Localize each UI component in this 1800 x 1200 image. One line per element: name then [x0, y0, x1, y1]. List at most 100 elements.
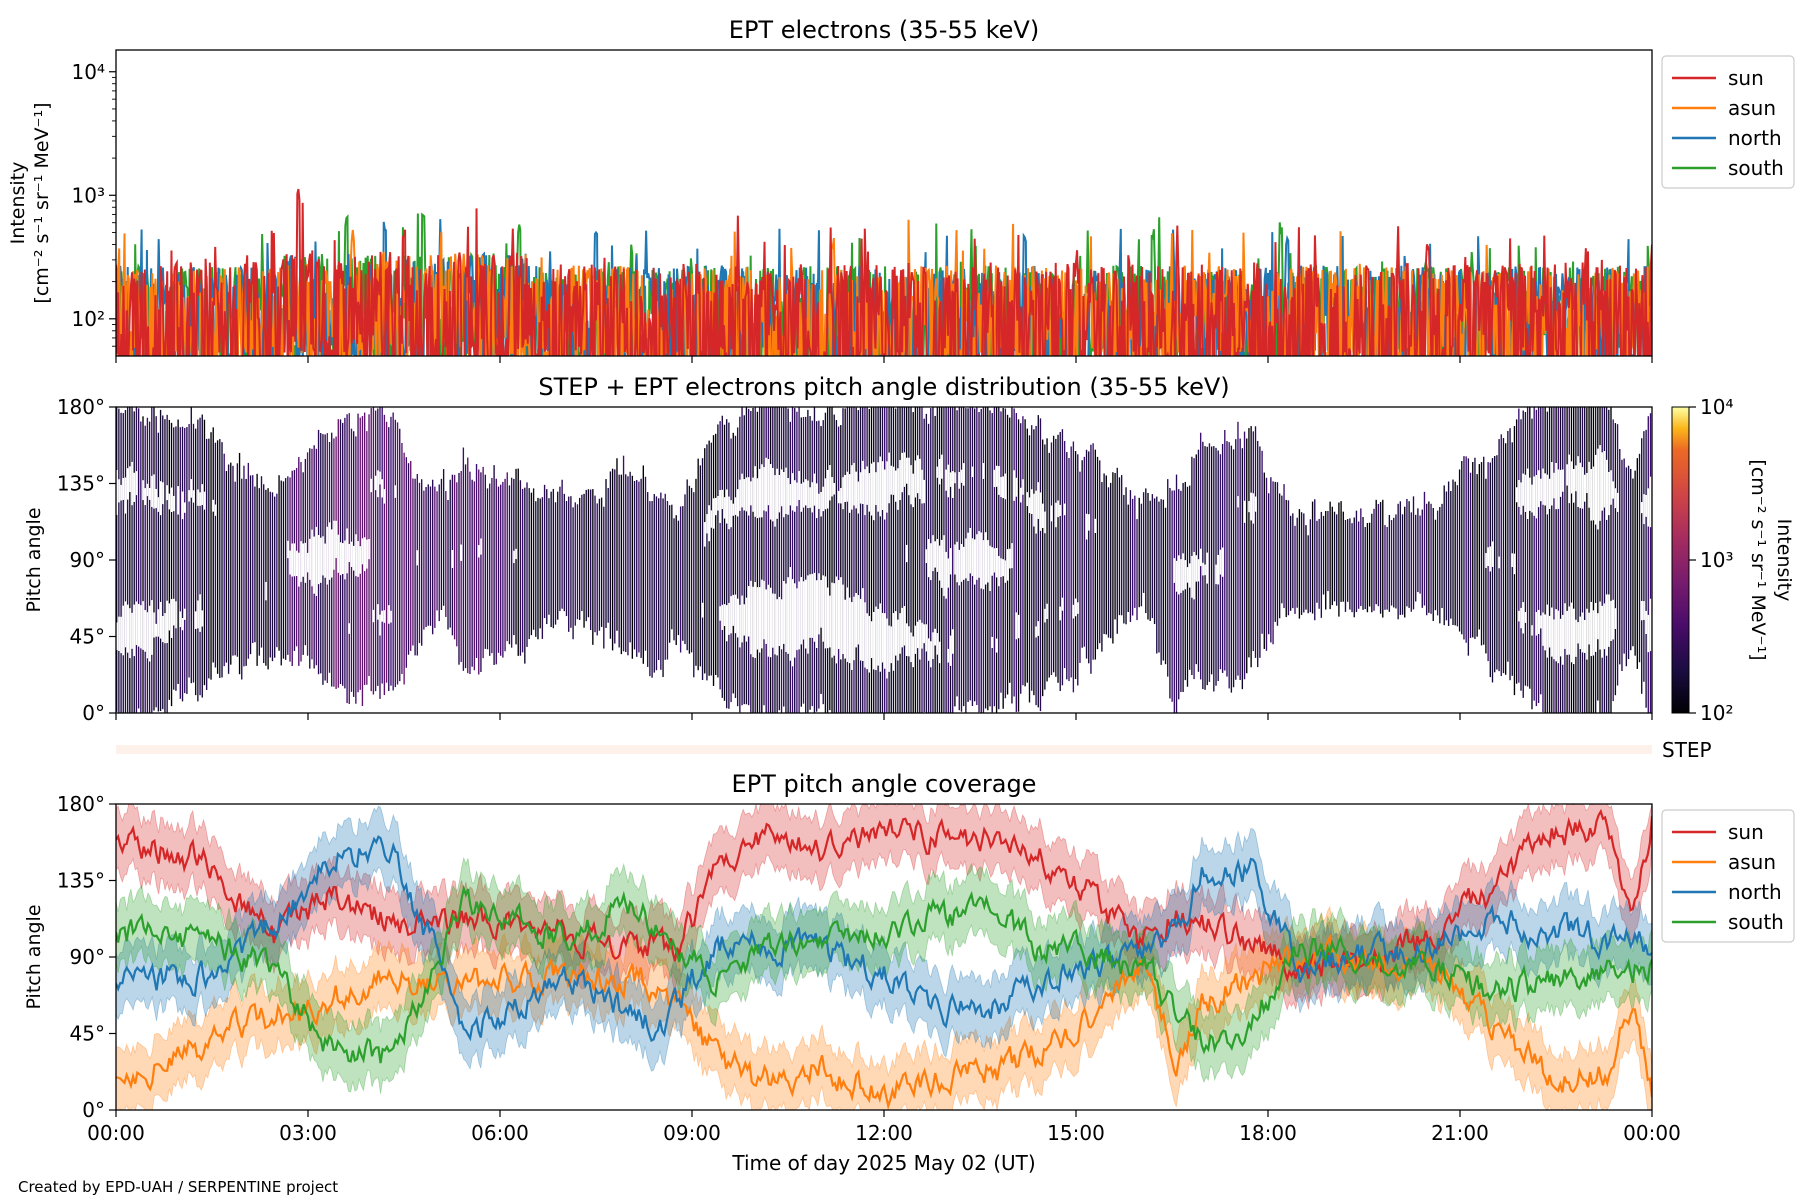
- pad-gap: [936, 633, 939, 655]
- pad-gap: [919, 458, 921, 500]
- pad-gap: [1050, 505, 1053, 522]
- pad-column: [846, 407, 849, 713]
- pad-column: [1059, 432, 1061, 692]
- pad-column: [500, 484, 502, 656]
- pad-column: [124, 410, 127, 713]
- pad-column: [1103, 473, 1105, 635]
- pad-column: [1147, 492, 1149, 620]
- pad-gap: [927, 539, 930, 578]
- pad-gap: [1610, 600, 1612, 641]
- pad-column: [763, 407, 765, 706]
- pad-column: [881, 407, 884, 713]
- pad-gap: [1017, 614, 1020, 639]
- pad-gap: [842, 477, 844, 510]
- pad-column: [532, 488, 535, 630]
- pad-column: [598, 498, 601, 631]
- pad-column: [668, 505, 671, 643]
- pad-column: [1605, 407, 1608, 713]
- pad-column: [1252, 431, 1254, 652]
- pad-gap: [1526, 468, 1529, 519]
- pad-gap: [923, 479, 926, 504]
- pad-gap: [1022, 479, 1024, 495]
- pad-gap: [923, 624, 926, 644]
- pad-column: [1456, 485, 1459, 627]
- pad-gap: [993, 469, 996, 488]
- pad-gap: [772, 467, 774, 522]
- pad-gap: [774, 593, 776, 655]
- pad-gap: [1217, 554, 1220, 585]
- pad-column: [1114, 473, 1116, 620]
- pad-column: [1570, 407, 1573, 713]
- pad-column: [908, 407, 910, 713]
- pad-column: [1237, 421, 1239, 676]
- pad-column: [1533, 407, 1535, 701]
- pad-column: [1232, 449, 1235, 688]
- pad-gap: [1601, 605, 1604, 658]
- pad-column: [491, 477, 493, 654]
- panel4-plot-area: [116, 804, 1652, 1110]
- pad-column: [129, 407, 131, 713]
- pad-column: [1281, 495, 1283, 604]
- pad-column: [1601, 407, 1603, 713]
- pad-gap: [938, 545, 941, 581]
- pad-column: [1309, 519, 1312, 613]
- pad-gap: [1577, 456, 1579, 507]
- pad-column: [1243, 431, 1246, 680]
- legend1-north-label: north: [1728, 126, 1782, 150]
- pad-gap: [1189, 563, 1191, 588]
- pad-column: [199, 417, 201, 696]
- pad-gap: [1643, 494, 1645, 525]
- pad-gap: [153, 612, 155, 638]
- pad-gap: [1485, 553, 1487, 568]
- pad-column: [1074, 451, 1077, 680]
- pad-gap: [833, 483, 836, 495]
- pad-gap: [1531, 484, 1533, 513]
- pad-gap: [794, 480, 796, 512]
- pad-gap: [789, 567, 792, 661]
- pad-column: [1151, 494, 1154, 619]
- pad-gap: [122, 605, 125, 656]
- pad-gap: [783, 472, 785, 518]
- pad-gap: [157, 609, 160, 637]
- pad-column: [1294, 525, 1296, 614]
- pad-column: [1081, 460, 1083, 648]
- pad-column: [901, 407, 903, 713]
- pad-gap: [945, 551, 947, 599]
- pad-gap: [754, 581, 757, 658]
- pad-gap: [995, 548, 998, 578]
- pad-column: [434, 486, 436, 628]
- pad-column: [135, 407, 138, 713]
- pad-gap: [776, 468, 779, 519]
- pad-column: [565, 501, 568, 617]
- pad-gap: [949, 548, 952, 575]
- pad-column: [879, 407, 881, 713]
- pad-column: [798, 407, 800, 713]
- pad-gap: [1581, 467, 1584, 509]
- pad-column: [1208, 443, 1211, 682]
- pad-gap: [311, 529, 313, 587]
- pad-gap: [870, 463, 873, 516]
- pad-column: [1498, 439, 1500, 672]
- pad-column: [1173, 490, 1176, 713]
- pad-column: [743, 415, 745, 705]
- pad-gap: [960, 544, 963, 582]
- pad-column: [460, 471, 462, 662]
- pad-gap: [1641, 600, 1643, 621]
- legend1-sun-label: sun: [1728, 66, 1764, 90]
- pad-column: [807, 409, 809, 713]
- pad-gap: [151, 600, 153, 655]
- pad-gap: [767, 459, 770, 506]
- pad-column: [736, 427, 739, 707]
- pad-gap: [1603, 451, 1606, 508]
- pad-gap: [1608, 471, 1610, 516]
- pad-column: [921, 407, 923, 713]
- pad-column: [1175, 474, 1178, 713]
- pad-column: [278, 475, 280, 651]
- pad-column: [1590, 407, 1592, 713]
- pad-column: [1603, 407, 1606, 713]
- pad-gap: [1520, 482, 1522, 515]
- pad-gap: [747, 477, 750, 516]
- panel1-ylabel-line2: [cm⁻² s⁻¹ sr⁻¹ MeV⁻¹]: [31, 102, 53, 303]
- pad-gap: [908, 626, 910, 657]
- pad-column: [201, 414, 203, 698]
